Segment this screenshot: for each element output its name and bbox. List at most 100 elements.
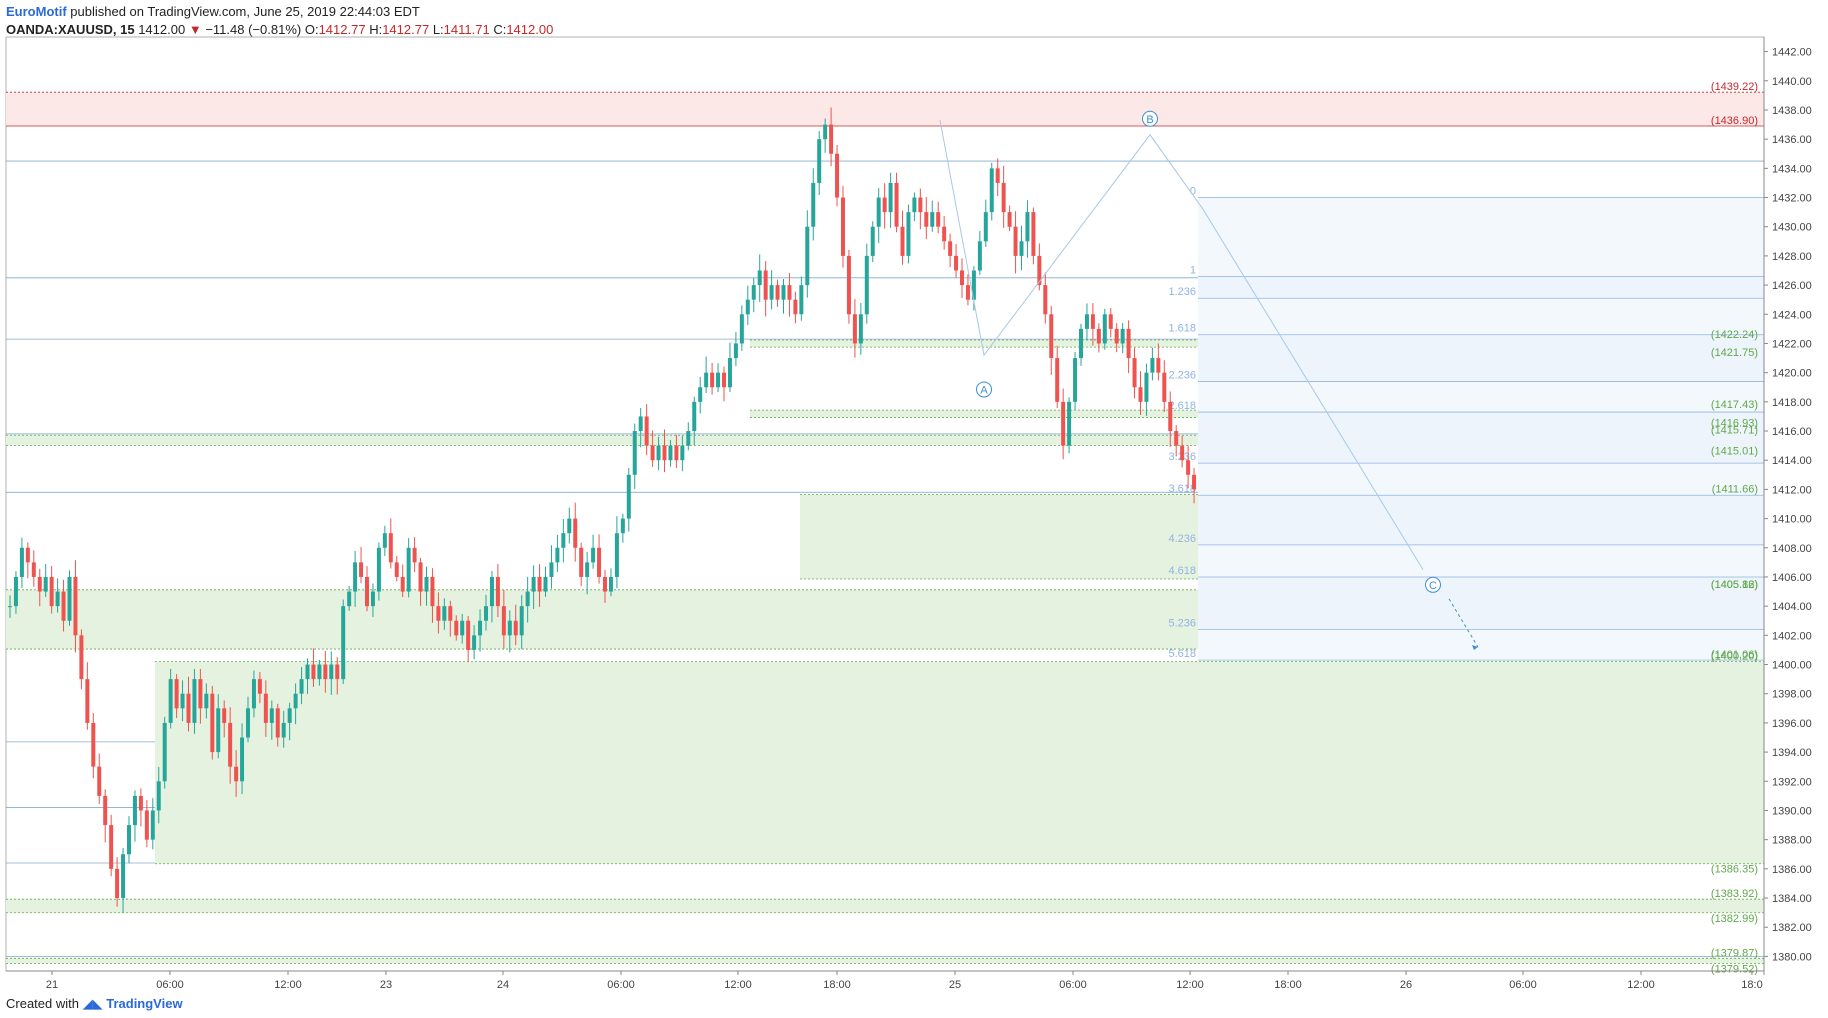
candle	[811, 168, 816, 241]
y-tick-label: 1408.00	[1772, 543, 1812, 555]
candle-body	[1037, 255, 1042, 286]
candle	[1114, 323, 1119, 353]
fib-band	[1198, 197, 1764, 277]
candle-body	[8, 606, 12, 608]
candle-body	[370, 591, 375, 607]
candle	[180, 680, 185, 722]
x-tick-label: 06:00	[156, 979, 184, 991]
candle	[341, 599, 346, 684]
candle	[918, 188, 923, 230]
candle-body	[1073, 358, 1078, 402]
candle	[668, 440, 673, 467]
x-tick-label: 21	[46, 979, 58, 991]
candle-body	[1150, 358, 1155, 373]
candle	[846, 249, 851, 324]
candle-body	[192, 679, 197, 723]
candle	[775, 279, 780, 307]
candle-body	[787, 285, 792, 300]
candle	[329, 651, 334, 695]
open-value: 1412.77	[318, 22, 366, 37]
candle-body	[793, 299, 798, 315]
fib-label: 4.236	[1168, 533, 1196, 545]
candle-body	[478, 620, 483, 636]
candle	[983, 199, 988, 247]
candle-body	[525, 591, 530, 607]
candle-body	[930, 212, 935, 227]
candle-body	[591, 547, 596, 563]
candle-body	[983, 212, 988, 242]
candle-body	[829, 124, 834, 154]
x-tick-label: 06:00	[607, 979, 635, 991]
y-tick-label: 1396.00	[1772, 718, 1812, 730]
candle	[37, 568, 42, 607]
candle-body	[597, 547, 602, 577]
candle	[948, 233, 953, 268]
candle	[799, 276, 804, 321]
candle	[1144, 363, 1149, 416]
candle-body	[936, 212, 941, 227]
candle	[823, 118, 828, 153]
candle	[382, 525, 387, 557]
support-label: (1415.01)	[1711, 445, 1758, 457]
candle-body	[513, 620, 518, 636]
y-tick-label: 1432.00	[1772, 193, 1812, 205]
arrow-head-icon	[1472, 645, 1478, 651]
fib-label: 4.618	[1168, 565, 1196, 577]
candle-body	[394, 562, 399, 577]
candle	[156, 766, 161, 824]
candle-body	[745, 299, 750, 315]
tradingview-link[interactable]: TradingView	[106, 996, 183, 1011]
y-tick-label: 1434.00	[1772, 163, 1812, 175]
wave-path	[939, 120, 1424, 570]
candle-body	[73, 576, 78, 636]
candle-body	[406, 547, 411, 592]
fib-label: 0	[1190, 186, 1196, 198]
candle-body	[13, 576, 18, 607]
candle-body	[412, 547, 417, 563]
candle	[1180, 435, 1185, 468]
candle	[1055, 345, 1060, 409]
candle	[579, 542, 584, 587]
candle-body	[543, 576, 548, 592]
candle-body	[150, 810, 155, 840]
candle	[132, 790, 137, 842]
candle-body	[281, 722, 286, 738]
candle	[710, 362, 715, 395]
symbol-line: OANDA:XAUUSD, 15 1412.00 ▼ −11.48 (−0.81…	[6, 22, 553, 37]
fib-band	[1198, 629, 1764, 661]
candle	[472, 625, 477, 660]
low-value: 1411.71	[443, 22, 490, 37]
candle-body	[1126, 328, 1131, 359]
fib-band	[1198, 276, 1764, 299]
candle	[769, 270, 774, 310]
candle	[543, 566, 548, 597]
candle	[67, 570, 72, 626]
candle	[216, 694, 221, 759]
candle-body	[1180, 445, 1185, 461]
candle	[965, 274, 970, 306]
candle	[531, 565, 536, 609]
y-tick-label: 1418.00	[1772, 397, 1812, 409]
candle-body	[275, 708, 280, 738]
author-link[interactable]: EuroMotif	[6, 4, 67, 19]
candle-body	[376, 547, 381, 592]
candle	[448, 600, 453, 637]
x-tick-label: 06:00	[1509, 979, 1537, 991]
candle	[192, 668, 197, 734]
candle	[674, 434, 679, 468]
candle	[626, 468, 631, 532]
candle-body	[710, 372, 715, 388]
y-tick-label: 1402.00	[1772, 630, 1812, 642]
support-label: (1421.75)	[1711, 347, 1758, 359]
fib-label: 1.236	[1168, 286, 1196, 298]
candle	[8, 595, 12, 618]
candle-body	[912, 197, 917, 213]
candle-body	[37, 576, 42, 592]
support-label: (1417.43)	[1711, 399, 1758, 411]
candle	[1031, 207, 1036, 265]
candle	[841, 185, 845, 268]
candle	[394, 555, 399, 582]
candle	[888, 172, 893, 228]
candle-body	[977, 241, 982, 271]
